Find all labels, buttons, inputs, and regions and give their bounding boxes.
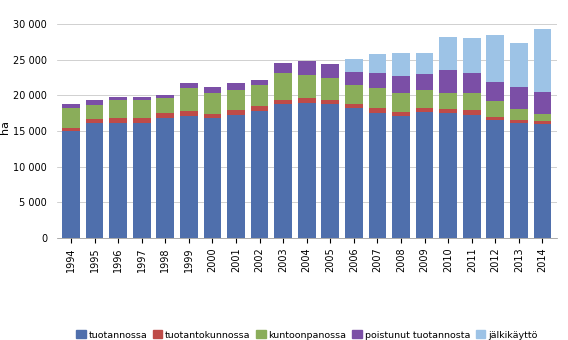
Bar: [369, 113, 386, 238]
Bar: [86, 119, 103, 123]
Bar: [274, 73, 292, 100]
Bar: [274, 104, 292, 238]
Bar: [321, 104, 339, 238]
Bar: [180, 111, 198, 116]
Bar: [109, 118, 127, 122]
Bar: [345, 108, 363, 238]
Bar: [86, 123, 103, 238]
Bar: [534, 114, 552, 121]
Bar: [321, 78, 339, 100]
Bar: [510, 43, 528, 86]
Bar: [227, 83, 245, 90]
Bar: [392, 92, 410, 112]
Bar: [62, 128, 80, 131]
Bar: [227, 115, 245, 238]
Bar: [250, 85, 269, 106]
Bar: [392, 76, 410, 92]
Bar: [487, 35, 504, 82]
Bar: [133, 100, 151, 118]
Bar: [439, 70, 457, 93]
Bar: [369, 88, 386, 108]
Legend: tuotannossa, tuotantokunnossa, kuntoonpanossa, poistunut tuotannosta, jälkikäytt: tuotannossa, tuotantokunnossa, kuntoonpa…: [72, 327, 541, 340]
Bar: [156, 113, 174, 118]
Bar: [274, 100, 292, 104]
Bar: [463, 38, 481, 73]
Bar: [250, 111, 269, 238]
Bar: [86, 100, 103, 105]
Bar: [345, 85, 363, 104]
Bar: [298, 75, 316, 98]
Bar: [109, 122, 127, 238]
Bar: [510, 108, 528, 120]
Bar: [345, 104, 363, 108]
Bar: [369, 54, 386, 73]
Bar: [156, 95, 174, 98]
Bar: [203, 87, 222, 92]
Bar: [392, 53, 410, 76]
Bar: [487, 117, 504, 120]
Bar: [487, 82, 504, 101]
Bar: [156, 118, 174, 238]
Bar: [463, 73, 481, 92]
Bar: [534, 121, 552, 124]
Bar: [203, 118, 222, 238]
Bar: [534, 92, 552, 114]
Bar: [487, 120, 504, 238]
Bar: [133, 97, 151, 100]
Bar: [180, 88, 198, 111]
Bar: [133, 122, 151, 238]
Bar: [510, 122, 528, 238]
Bar: [274, 63, 292, 73]
Bar: [227, 110, 245, 115]
Bar: [510, 86, 528, 108]
Bar: [487, 101, 504, 117]
Bar: [534, 30, 552, 92]
Bar: [369, 73, 386, 88]
Bar: [392, 116, 410, 238]
Bar: [463, 92, 481, 110]
Bar: [203, 92, 222, 114]
Bar: [345, 59, 363, 72]
Bar: [180, 83, 198, 88]
Bar: [369, 108, 386, 113]
Bar: [345, 72, 363, 85]
Bar: [392, 112, 410, 116]
Bar: [298, 98, 316, 103]
Bar: [298, 61, 316, 75]
Bar: [133, 118, 151, 122]
Bar: [109, 97, 127, 100]
Bar: [321, 100, 339, 104]
Bar: [416, 74, 433, 90]
Bar: [463, 115, 481, 238]
Bar: [439, 113, 457, 238]
Bar: [439, 109, 457, 113]
Bar: [416, 112, 433, 238]
Bar: [250, 106, 269, 111]
Y-axis label: ha: ha: [1, 120, 10, 135]
Bar: [62, 107, 80, 128]
Bar: [463, 110, 481, 115]
Bar: [180, 116, 198, 238]
Bar: [156, 98, 174, 113]
Bar: [86, 105, 103, 119]
Bar: [416, 53, 433, 74]
Bar: [62, 131, 80, 238]
Bar: [321, 64, 339, 78]
Bar: [62, 104, 80, 107]
Bar: [439, 37, 457, 70]
Bar: [227, 90, 245, 110]
Bar: [298, 103, 316, 238]
Bar: [416, 90, 433, 108]
Bar: [416, 108, 433, 112]
Bar: [109, 100, 127, 118]
Bar: [203, 114, 222, 118]
Bar: [534, 124, 552, 238]
Bar: [250, 80, 269, 85]
Bar: [439, 93, 457, 109]
Bar: [510, 120, 528, 122]
